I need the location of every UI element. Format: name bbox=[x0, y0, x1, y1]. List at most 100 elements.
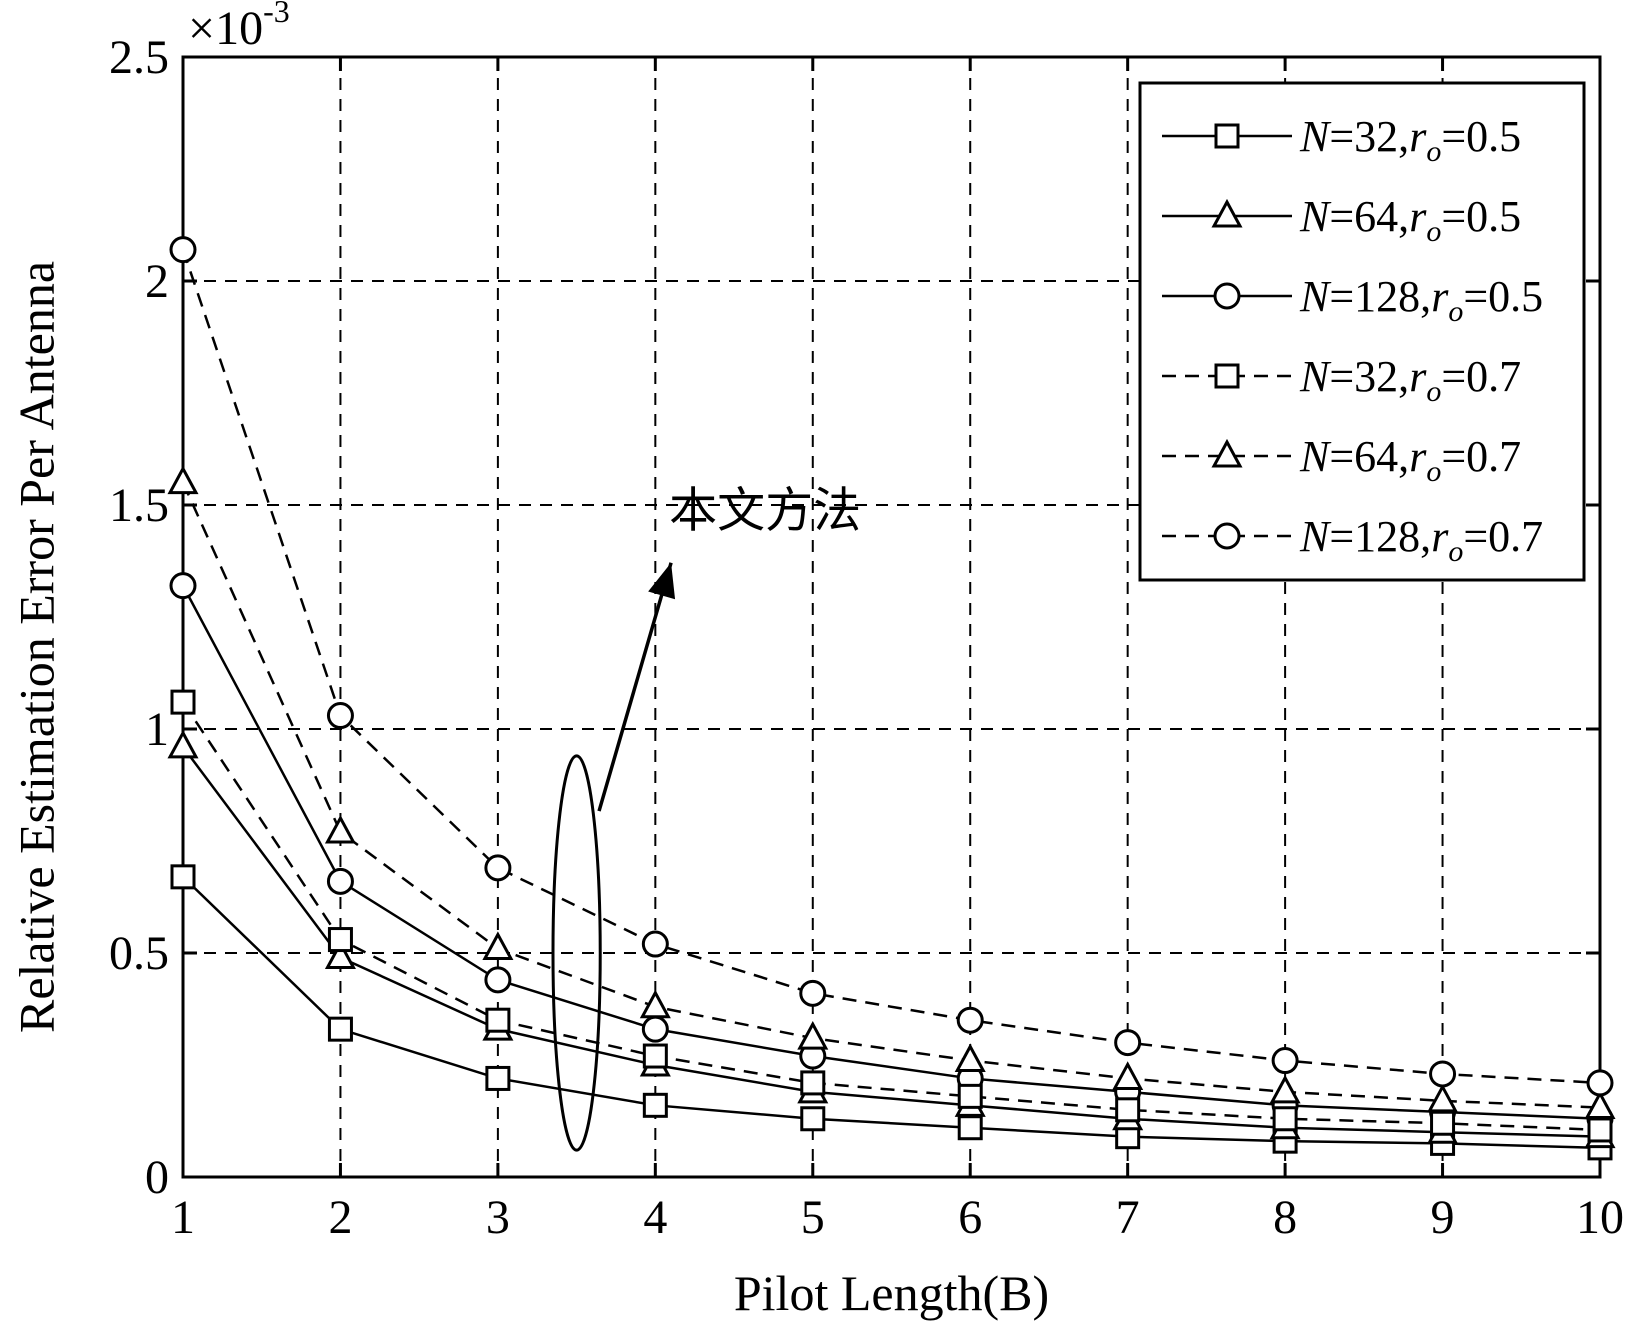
legend-r-symbol: r bbox=[1409, 352, 1427, 401]
series-5 bbox=[169, 236, 1614, 1097]
plot-frame bbox=[181, 55, 1602, 1179]
triangle-marker bbox=[1211, 198, 1243, 228]
square-marker bbox=[1430, 1110, 1456, 1136]
legend-r-symbol: r bbox=[1409, 432, 1427, 481]
square-marker bbox=[800, 1070, 826, 1096]
circle-marker bbox=[484, 966, 512, 994]
square-marker bbox=[1272, 1106, 1298, 1132]
circle-marker bbox=[1114, 1029, 1142, 1057]
y-tick-label: 2 bbox=[145, 255, 169, 308]
square-marker bbox=[1214, 123, 1240, 149]
series-layer bbox=[167, 236, 1616, 1161]
legend-r-symbol: r bbox=[1409, 192, 1427, 241]
square-marker bbox=[485, 1007, 511, 1033]
legend-n-value: =64, bbox=[1329, 432, 1409, 481]
x-tick-label: 1 bbox=[171, 1191, 195, 1244]
x-tick-label: 4 bbox=[643, 1191, 667, 1244]
legend-r-subscript: o bbox=[1426, 215, 1441, 248]
series-4 bbox=[167, 465, 1616, 1120]
triangle-marker bbox=[1584, 1090, 1616, 1120]
square-marker bbox=[957, 1115, 983, 1141]
x-tick-label: 9 bbox=[1431, 1191, 1455, 1244]
series-line bbox=[181, 701, 1601, 1132]
x-tick-label: 6 bbox=[958, 1191, 982, 1244]
legend-item: N=128,ro=0.5 bbox=[1162, 272, 1543, 328]
legend-r-symbol: r bbox=[1431, 512, 1449, 561]
circle-marker bbox=[799, 979, 827, 1007]
triangle-marker bbox=[1211, 438, 1243, 468]
circle-marker bbox=[484, 854, 512, 882]
legend-label: N=64,ro=0.5 bbox=[1299, 192, 1521, 248]
legend-label: N=32,ro=0.5 bbox=[1299, 112, 1521, 168]
triangle-marker bbox=[797, 1020, 829, 1050]
square-marker bbox=[170, 864, 196, 890]
exponent-power: -3 bbox=[263, 0, 290, 29]
legend-r-symbol: r bbox=[1409, 112, 1427, 161]
annotation-text: 本文方法 bbox=[669, 483, 861, 539]
square-marker bbox=[1115, 1097, 1141, 1123]
legend-box bbox=[1138, 81, 1586, 582]
annotation-ellipse bbox=[551, 754, 602, 1152]
x-tick-label: 3 bbox=[486, 1191, 510, 1244]
triangle-marker bbox=[1112, 1061, 1144, 1090]
triangle-marker bbox=[639, 989, 671, 1019]
series-3 bbox=[170, 689, 1613, 1143]
circle-marker bbox=[1429, 1060, 1457, 1088]
legend-n-symbol: N bbox=[1299, 512, 1332, 561]
square-marker bbox=[327, 1016, 353, 1042]
x-axis-label: Pilot Length(B) bbox=[734, 1265, 1049, 1321]
series-line bbox=[181, 585, 1601, 1121]
exponent-base: ×10 bbox=[188, 2, 263, 55]
circle-marker bbox=[1213, 282, 1241, 310]
circle-marker bbox=[169, 572, 197, 600]
legend-r-subscript: o bbox=[1448, 535, 1463, 568]
y-axis-label: Relative Estimation Error Per Antenna bbox=[8, 261, 64, 1033]
legend-n-value: =128, bbox=[1329, 512, 1431, 561]
triangle-marker bbox=[954, 1043, 986, 1073]
square-marker bbox=[1587, 1117, 1613, 1143]
legend-n-value: =32, bbox=[1329, 352, 1409, 401]
y-tick-label: 1 bbox=[145, 703, 169, 756]
legend-item: N=64,ro=0.5 bbox=[1162, 192, 1521, 248]
circle-marker bbox=[326, 702, 354, 730]
x-tick-label: 5 bbox=[801, 1191, 825, 1244]
legend-n-symbol: N bbox=[1299, 432, 1332, 481]
square-marker bbox=[642, 1043, 668, 1069]
legend-r-value: =0.7 bbox=[1441, 432, 1521, 481]
square-marker bbox=[957, 1083, 983, 1109]
tick-labels: 1 2 3 4 5 6 7 8 9 10 0 0.5 1 1.5 2 2.5 bbox=[109, 31, 1624, 1244]
annotation: 本文方法 bbox=[551, 483, 861, 1152]
legend-n-symbol: N bbox=[1299, 272, 1332, 321]
legend-label: N=32,ro=0.7 bbox=[1299, 352, 1521, 408]
circle-marker bbox=[641, 930, 669, 958]
triangle-marker bbox=[1427, 1083, 1459, 1113]
annotation-arrow-shaft bbox=[597, 562, 673, 812]
legend-n-symbol: N bbox=[1299, 352, 1332, 401]
legend-r-value: =0.5 bbox=[1441, 192, 1521, 241]
x-tick-label: 2 bbox=[328, 1191, 352, 1244]
legend-r-value: =0.5 bbox=[1463, 272, 1543, 321]
legend-item: N=128,ro=0.7 bbox=[1162, 512, 1543, 568]
legend-n-value: =128, bbox=[1329, 272, 1431, 321]
square-marker bbox=[1214, 363, 1240, 389]
circle-marker bbox=[169, 236, 197, 264]
y-tick-label: 2.5 bbox=[109, 31, 169, 84]
annotation-arrow-head bbox=[648, 562, 676, 600]
square-marker bbox=[800, 1106, 826, 1132]
circle-marker bbox=[326, 867, 354, 895]
square-marker bbox=[642, 1092, 668, 1118]
triangle-marker bbox=[324, 814, 356, 844]
legend-label: N=128,ro=0.5 bbox=[1299, 272, 1543, 328]
circle-marker bbox=[1213, 522, 1241, 550]
legend-n-symbol: N bbox=[1299, 192, 1332, 241]
legend-item: N=32,ro=0.7 bbox=[1162, 352, 1521, 408]
series-line bbox=[181, 746, 1601, 1138]
legend-r-subscript: o bbox=[1426, 455, 1441, 488]
circle-marker bbox=[641, 1015, 669, 1043]
legend-r-symbol: r bbox=[1431, 272, 1449, 321]
legend-r-subscript: o bbox=[1448, 295, 1463, 328]
circle-marker bbox=[1586, 1069, 1614, 1097]
legend: N=32,ro=0.5N=64,ro=0.5N=128,ro=0.5N=32,r… bbox=[1138, 81, 1586, 582]
triangle-marker bbox=[167, 465, 199, 495]
